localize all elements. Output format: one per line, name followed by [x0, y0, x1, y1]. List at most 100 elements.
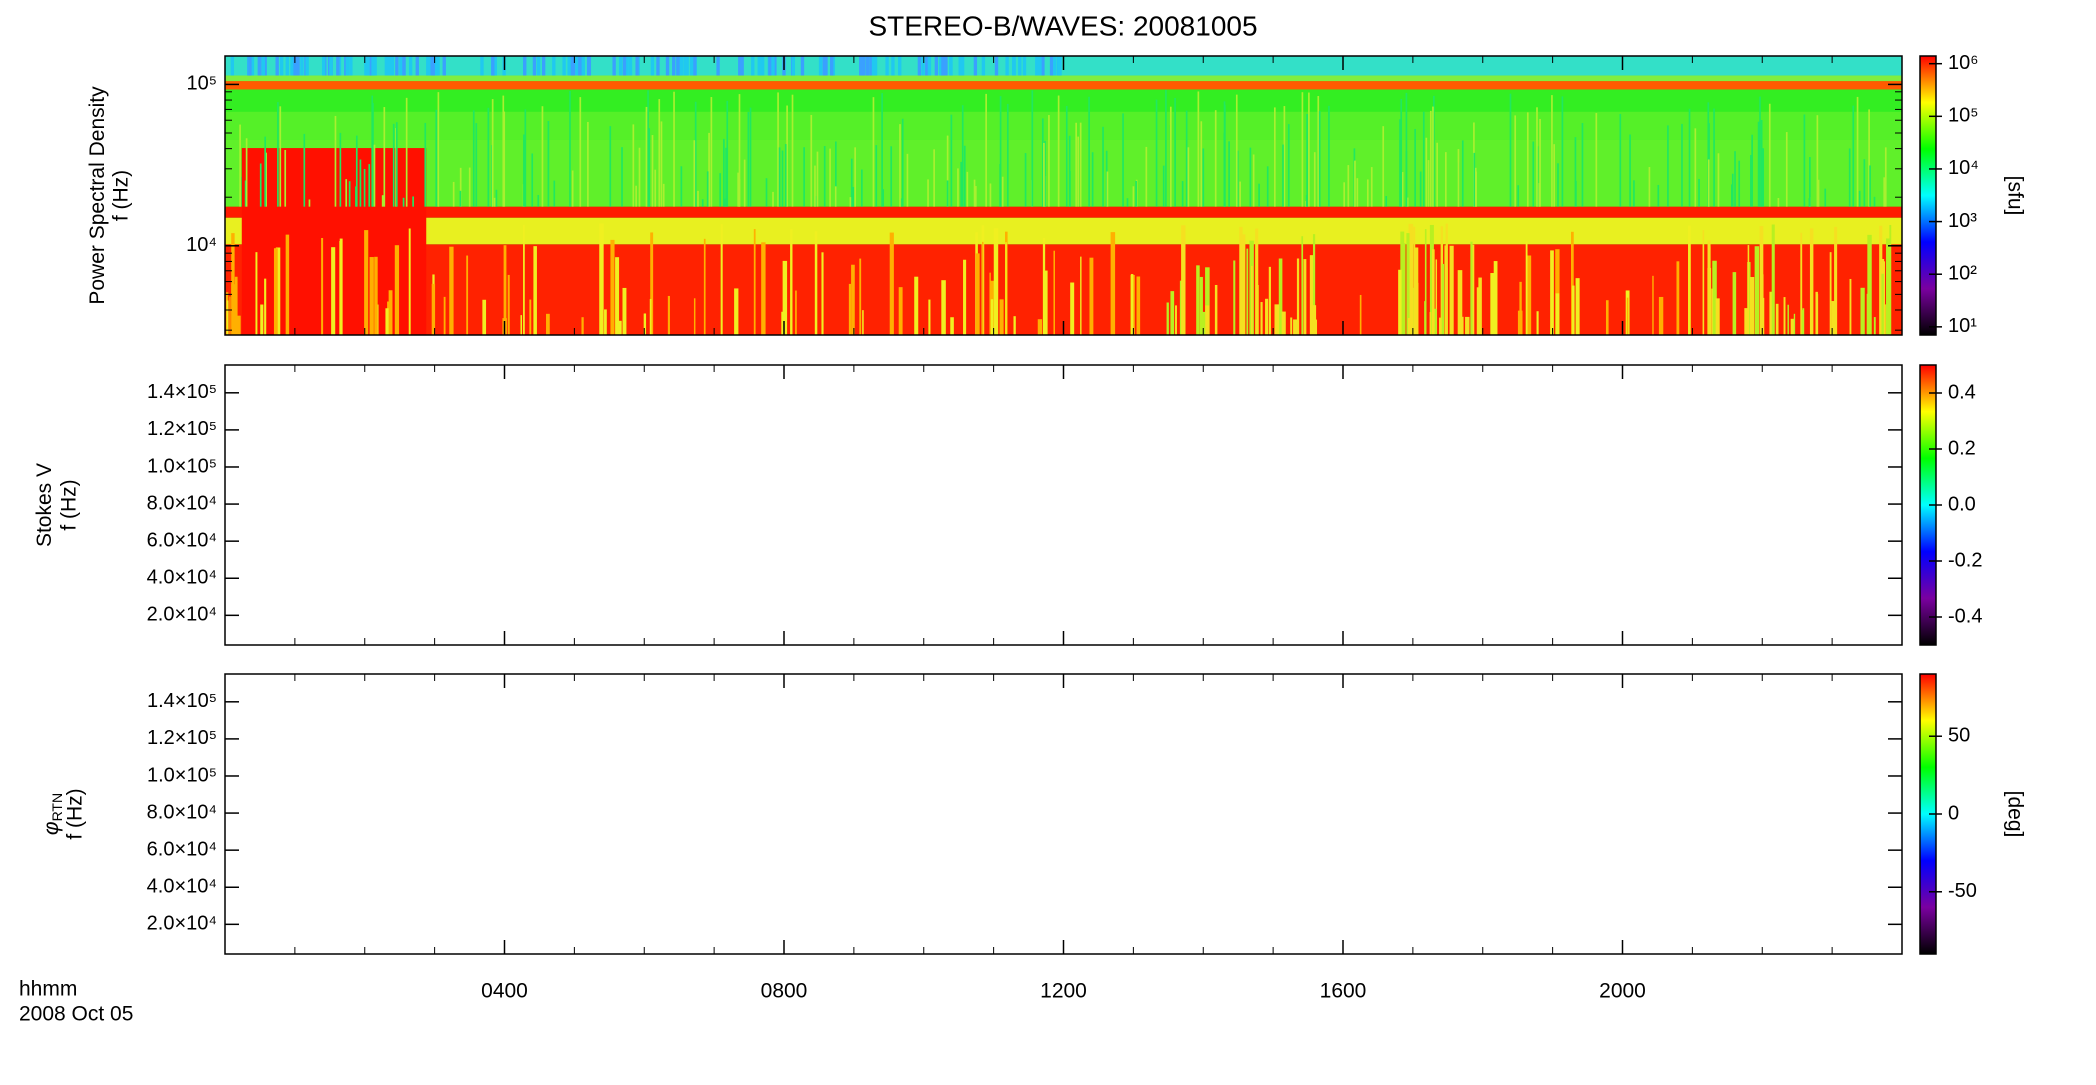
spectrogram-band	[255, 252, 258, 335]
spectrogram-band	[693, 140, 696, 207]
spectrogram-band	[482, 299, 487, 335]
spectrogram-band	[1550, 250, 1554, 335]
spectrogram-band	[861, 169, 863, 207]
spectrogram-band	[1122, 113, 1124, 207]
spectrogram-band	[1444, 152, 1447, 207]
spectrogram-band	[834, 186, 837, 207]
spectrogram-band	[928, 299, 931, 335]
spectrogram-band	[989, 272, 991, 335]
spectrogram-band	[829, 56, 834, 76]
spectrogram-band	[810, 114, 813, 207]
spectrogram-band	[355, 135, 358, 207]
spectrogram-band	[824, 56, 828, 76]
spectrogram-band	[921, 56, 925, 76]
spectrogram-band	[673, 91, 675, 207]
y-label-main: Stokes V	[33, 463, 56, 547]
spectrogram-band	[1517, 185, 1520, 207]
spectrogram-band	[1657, 184, 1660, 207]
spectrogram-band	[364, 230, 369, 335]
spectrogram-band	[934, 56, 939, 76]
x-tick-label: 2000	[1599, 980, 1646, 1003]
spectrogram-band	[296, 56, 300, 76]
spectrogram-band	[1787, 304, 1789, 335]
spectrogram-band	[1860, 287, 1865, 335]
spectrogram-band	[431, 283, 436, 335]
spectrogram-band	[1132, 186, 1135, 207]
spectrogram-band	[854, 147, 856, 207]
spectrogram-band	[1757, 121, 1760, 207]
colorbar-label: [sfu]	[2003, 176, 2026, 216]
spectrogram-band	[966, 171, 969, 207]
spectrogram-band	[1707, 159, 1710, 207]
spectrogram-band	[587, 121, 589, 207]
spectrogram-band	[1829, 252, 1832, 335]
spectrogram-band	[939, 56, 943, 76]
y-tick-label: 8.0×10⁴	[147, 492, 217, 514]
colorbar-tick-label: 0.4	[1948, 381, 1976, 403]
spectrogram-band	[772, 191, 774, 207]
spectrogram-band	[1768, 103, 1771, 207]
spectrogram-band	[1169, 106, 1172, 207]
spectrogram-band	[791, 56, 796, 76]
spectrogram-band	[1406, 233, 1410, 335]
spectrogram-band	[1751, 134, 1753, 207]
spectrogram-band	[1431, 249, 1435, 335]
spectrogram-band	[229, 296, 231, 335]
spectrogram-band	[1011, 56, 1016, 76]
spectrogram-band	[941, 280, 946, 335]
spectrogram-band	[1041, 56, 1045, 76]
spectrogram-band	[1526, 255, 1532, 335]
spectrogram-band	[875, 145, 878, 207]
spectrogram-band	[1676, 261, 1680, 335]
spectrogram-band	[1281, 311, 1286, 335]
spectrogram-band	[1760, 120, 1763, 207]
spectrogram-band	[383, 107, 386, 207]
spectrogram-band	[1712, 260, 1717, 335]
spectrogram-band	[724, 198, 727, 207]
spectrogram-band	[768, 56, 772, 76]
spectrogram-band	[1465, 316, 1470, 335]
spectrogram-band	[974, 186, 977, 207]
spectrogram-band	[1771, 224, 1775, 335]
spectrogram-band	[906, 153, 909, 207]
spectrogram-band	[946, 135, 949, 207]
spectrogram-band	[1476, 287, 1482, 335]
spectrogram-band	[782, 260, 788, 335]
spectrogram-band	[1731, 184, 1733, 207]
spectrogram-band	[873, 56, 878, 76]
spectrogram-band	[989, 299, 994, 335]
spectrogram-band	[609, 126, 612, 207]
spectrogram-band	[569, 90, 571, 207]
spectrogram-band	[1427, 160, 1430, 207]
spectrogram-band	[1414, 128, 1416, 207]
spectrogram-band	[1005, 56, 1009, 76]
y-label-2: f (Hz)	[64, 788, 87, 839]
spectrogram-band	[1162, 165, 1165, 207]
spectrogram-band	[1318, 110, 1321, 207]
spectrogram-band	[795, 290, 797, 335]
spectrogram-band	[225, 206, 1902, 218]
spectrogram-band	[665, 56, 670, 76]
spectrogram-band	[579, 97, 582, 207]
spectrogram-band	[449, 246, 454, 335]
spectrogram-band	[1130, 274, 1134, 335]
spectrogram-band	[1886, 238, 1890, 335]
spectrogram-band	[480, 56, 484, 76]
spectrogram-band	[1750, 155, 1752, 207]
spectrogram-band	[1228, 141, 1230, 207]
spectrogram-band	[1744, 308, 1748, 335]
spectrogram-band	[604, 309, 607, 335]
spectrogram-band	[1048, 115, 1050, 207]
spectrogram-band	[1738, 160, 1741, 207]
spectrogram-band	[743, 159, 746, 207]
spectrogram-band	[374, 256, 378, 335]
spectrogram-band	[1461, 140, 1464, 207]
spectrogram-band	[1555, 249, 1560, 335]
spectrogram-band	[1429, 224, 1434, 335]
spectrogram-band	[999, 96, 1002, 207]
spectrogram-band	[1889, 224, 1892, 335]
colorbar-tick-label: 50	[1948, 725, 1970, 747]
colorbar-tick-label: 10⁵	[1948, 105, 1979, 127]
colorbar-tick-label: 0.2	[1948, 437, 1976, 459]
panel-frame	[224, 673, 1903, 955]
